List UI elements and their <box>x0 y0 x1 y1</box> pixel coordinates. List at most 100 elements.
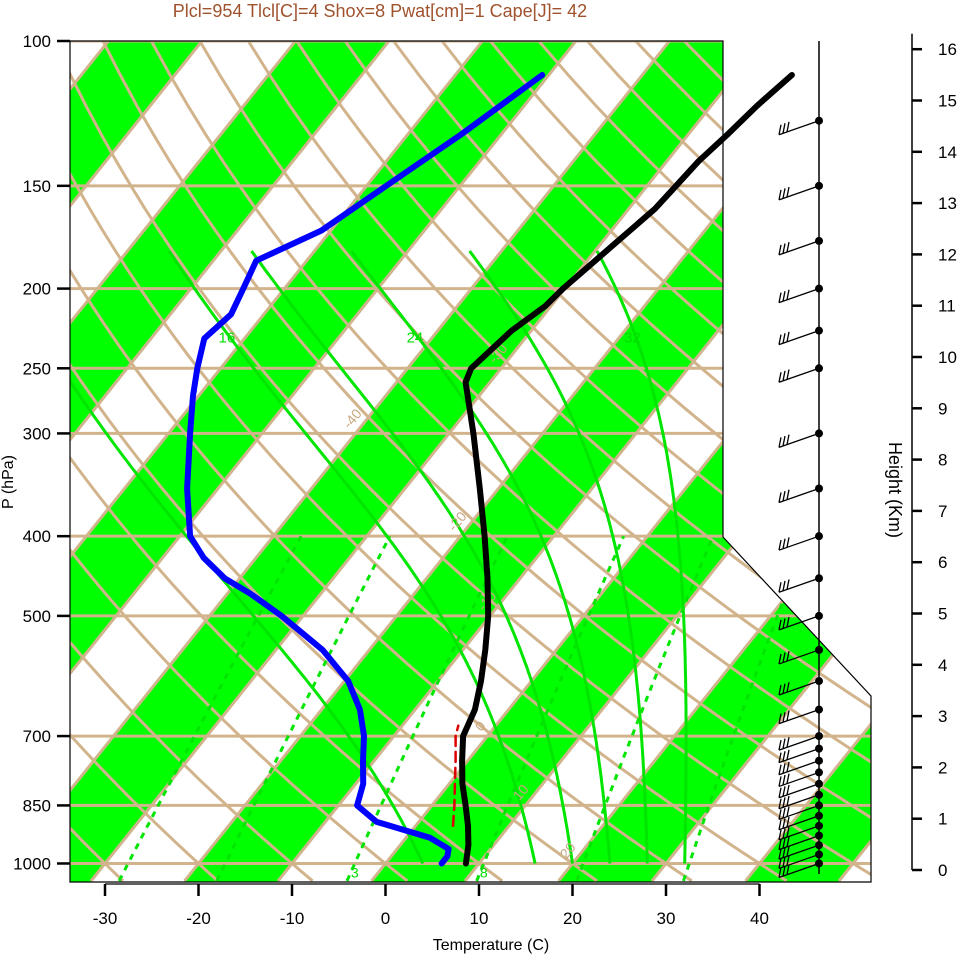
wind-barb-feather <box>786 616 790 628</box>
wind-barb-feather <box>778 653 782 665</box>
y-axis-label: P (hPa) <box>0 455 17 509</box>
wind-barb-feather <box>786 795 790 807</box>
isotherm-line <box>370 41 871 882</box>
height-tick-label: 5 <box>938 605 947 624</box>
mixing-ratio-label: 3 <box>351 864 359 880</box>
wind-barb-feather <box>778 867 782 878</box>
wind-barb <box>778 835 820 851</box>
wind-barb <box>778 862 820 879</box>
isotherm-line <box>70 41 391 882</box>
wind-barb-feather <box>782 243 786 254</box>
wind-barb-feather <box>782 370 786 382</box>
wind-barb <box>778 649 820 665</box>
green-band <box>70 41 763 882</box>
x-tick-label: 20 <box>563 909 582 928</box>
temperature-line <box>459 72 795 867</box>
wind-barb-feather <box>782 763 786 774</box>
wind-barb <box>778 680 820 696</box>
x-tick-label: 0 <box>381 909 390 928</box>
wind-barb-feather <box>786 749 790 760</box>
green-band <box>70 41 389 882</box>
moist-adiabat-label: 32 <box>624 330 641 347</box>
wind-barb-feather <box>782 856 786 868</box>
wind-barb <box>778 185 820 201</box>
wind-barb <box>778 825 820 841</box>
wind-barb <box>778 853 820 870</box>
wind-barb <box>778 735 820 751</box>
x-axis: -30 -20 -10 0 10 20 30 40 <box>93 883 769 928</box>
wind-barb-feather <box>778 292 782 303</box>
wind-barb-feather <box>778 684 782 696</box>
height-tick-label: 14 <box>938 143 957 162</box>
wind-barb <box>778 330 820 346</box>
wind-barb-feather <box>782 580 786 591</box>
wind-barb-feather <box>786 186 790 198</box>
wind-barb-feather <box>782 712 786 723</box>
wind-barb-feather <box>786 864 790 875</box>
wind-barb-column <box>778 41 823 879</box>
wind-barb <box>778 771 820 788</box>
wind-barb-feather <box>782 838 786 849</box>
dry-adiabat-line <box>343 41 871 882</box>
wind-barb-feather <box>782 828 786 839</box>
height-axis-label: Height (Km) <box>885 442 905 538</box>
height-tick-label: 16 <box>938 40 957 59</box>
mixing-ratio-line <box>475 535 626 882</box>
wind-barb-feather <box>778 124 782 135</box>
moist-adiabat-line <box>595 250 688 864</box>
height-tick-label: 8 <box>938 451 947 470</box>
plot-frame <box>69 40 872 883</box>
wind-barb-feather <box>778 858 782 869</box>
wind-barb-feather <box>782 683 786 694</box>
wind-barb-feather <box>786 489 790 500</box>
mixing-ratio-line <box>681 535 810 882</box>
dry-adiabat-line <box>70 41 409 882</box>
height-tick-label: 9 <box>938 399 947 418</box>
dry-adiabat-line <box>198 41 871 882</box>
wind-barb-feather <box>782 538 786 549</box>
wind-barb-feather <box>778 582 782 593</box>
height-tick-label: 2 <box>938 758 947 777</box>
wind-barb-feather <box>782 865 786 877</box>
dry-adiabat-line <box>70 41 788 882</box>
dry-adiabat-line <box>70 41 219 882</box>
wind-barb-feather <box>778 437 782 448</box>
wind-barb-feather <box>786 816 790 828</box>
wind-barb-feather <box>778 752 782 763</box>
wind-barb-feather <box>782 652 786 663</box>
height-tick-label: 11 <box>938 297 956 316</box>
height-tick-label: 1 <box>938 810 947 829</box>
wind-barb-feather <box>782 618 786 629</box>
moist-adiabat-line <box>468 250 649 864</box>
height-tick-label: 3 <box>938 707 947 726</box>
wind-barb-feather <box>786 761 790 773</box>
wind-barb-feather <box>786 682 790 693</box>
wind-barb-feather <box>782 435 786 447</box>
wind-barb-feather <box>778 787 782 798</box>
dry-adiabat-line <box>392 41 871 882</box>
moist-adiabat-label: 24 <box>407 330 424 347</box>
dry-adiabat-line <box>295 41 871 882</box>
wind-barb <box>778 815 820 831</box>
wind-barb-feather <box>786 846 790 857</box>
profiles <box>184 72 795 867</box>
x-tick-label: -30 <box>93 909 118 928</box>
wind-barb-feather <box>782 818 786 829</box>
wind-barb-feather <box>786 855 790 866</box>
wind-barb <box>778 844 820 860</box>
y-tick-label: 100 <box>23 32 51 51</box>
x-tick-label: -10 <box>280 909 305 928</box>
wind-barb-feather <box>786 806 790 817</box>
height-tick-label: 0 <box>938 861 947 880</box>
wind-barb-feather <box>786 241 790 253</box>
wind-barb-feather <box>786 826 790 838</box>
wind-barb-feather <box>782 774 786 786</box>
x-axis-label: Temperature (C) <box>433 937 549 954</box>
dry-adiabat-line <box>150 41 871 882</box>
wind-barb-feather <box>778 739 782 751</box>
wind-barb <box>778 535 820 551</box>
wind-barb <box>778 794 820 810</box>
wind-barb <box>778 748 820 764</box>
isotherm-line <box>70 41 204 882</box>
